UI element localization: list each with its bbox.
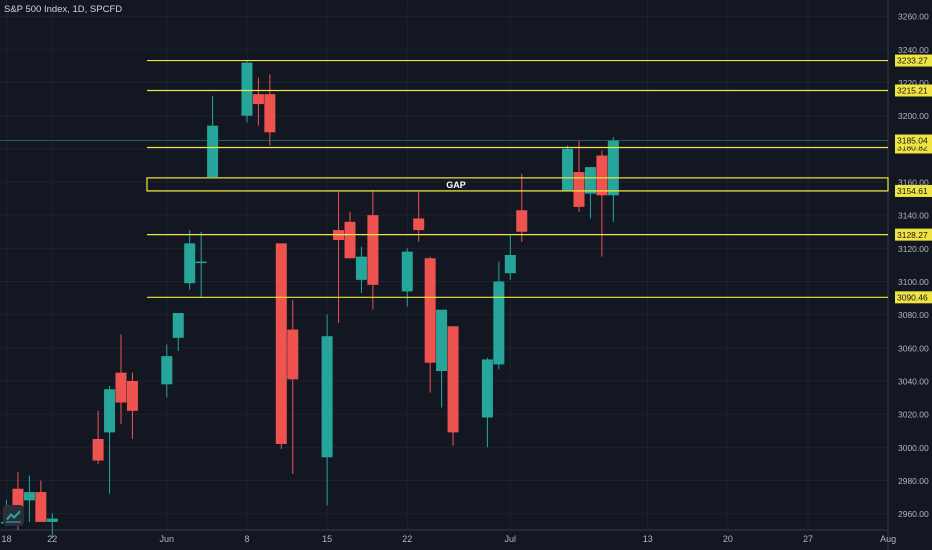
tradingview-logo-icon[interactable]: [3, 505, 24, 526]
price-tick-label: 3080.00: [898, 310, 929, 320]
candle-body: [275, 243, 287, 444]
level-price-tag: [895, 184, 932, 197]
price-tick-label: 3020.00: [898, 410, 929, 420]
time-tick-label: Jul: [505, 534, 517, 544]
price-tick-label: 3260.00: [898, 12, 929, 22]
time-tick-label: Jun: [160, 534, 175, 544]
level-price-label: 3215.21: [897, 86, 928, 96]
candle-body: [92, 439, 104, 461]
level-price-tag: [895, 84, 932, 97]
price-tick-label: 3220.00: [898, 78, 929, 88]
price-tick-label: 3120.00: [898, 244, 929, 254]
candle-body: [161, 356, 173, 385]
candle-body: [355, 256, 367, 280]
candle-body: [287, 329, 299, 380]
candle-body: [264, 94, 276, 133]
candle-body: [493, 281, 505, 365]
chart-title: S&P 500 Index, 1D, SPCFD: [4, 4, 123, 15]
time-tick-label: 13: [643, 534, 653, 544]
level-price-tag: [895, 228, 932, 241]
level-price-label: 3090.46: [897, 293, 928, 303]
candle-body: [344, 221, 356, 259]
candle-body: [35, 492, 47, 522]
price-tick-label: 3000.00: [898, 443, 929, 453]
price-tick-label: 3160.00: [898, 178, 929, 188]
level-price-label: 3154.61: [897, 186, 928, 196]
candle-body: [607, 140, 619, 196]
time-tick-label: 15: [322, 534, 332, 544]
level-price-label: 3233.27: [897, 56, 928, 66]
price-tick-label: 3140.00: [898, 211, 929, 221]
candle-body: [115, 372, 127, 403]
candle-body: [23, 492, 35, 501]
candle-body: [504, 254, 516, 274]
candle-body: [401, 251, 413, 292]
price-tick-label: 3060.00: [898, 343, 929, 353]
candle-body: [126, 380, 138, 411]
candle-body: [573, 172, 585, 207]
candle-body: [367, 215, 379, 285]
time-tick-label: 20: [723, 534, 733, 544]
time-tick-label: 22: [47, 534, 57, 544]
candle-body: [172, 313, 184, 338]
price-tick-label: 3040.00: [898, 376, 929, 386]
candle-body: [447, 326, 459, 433]
price-tick-label: 2980.00: [898, 476, 929, 486]
last-price-tag: [895, 134, 932, 147]
level-price-tag: [895, 54, 932, 67]
gap-box: [146, 177, 889, 192]
candle-body: [516, 210, 528, 232]
price-tick-label: 3240.00: [898, 45, 929, 55]
candle-body: [584, 167, 596, 194]
candle-body: [436, 309, 448, 372]
candle-body: [46, 518, 58, 522]
time-tick-label: Aug: [880, 534, 896, 544]
level-price-label: 3180.82: [897, 143, 928, 153]
candle-body: [596, 155, 608, 196]
time-tick-label: 22: [402, 534, 412, 544]
candle-body: [207, 125, 219, 178]
candle-body: [562, 148, 574, 191]
candle-body: [184, 243, 196, 284]
candle-body: [413, 218, 425, 231]
time-tick-label: 27: [803, 534, 813, 544]
price-tick-label: 3100.00: [898, 277, 929, 287]
last-price-label: 3185.04: [897, 136, 928, 146]
candle-body: [424, 258, 436, 363]
candle-body: [241, 62, 253, 116]
level-price-label: 3128.27: [897, 230, 928, 240]
price-tick-label: 2960.00: [898, 509, 929, 519]
gap-label: GAP: [446, 180, 466, 190]
candle-body: [252, 94, 264, 105]
level-price-tag: [895, 291, 932, 304]
candle-body: [481, 359, 493, 418]
candle-body: [195, 261, 207, 264]
candle-body: [104, 389, 116, 433]
time-tick-label: 18: [1, 534, 11, 544]
time-tick-label: 8: [244, 534, 249, 544]
price-tick-label: 3200.00: [898, 111, 929, 121]
candle-body: [321, 336, 333, 458]
